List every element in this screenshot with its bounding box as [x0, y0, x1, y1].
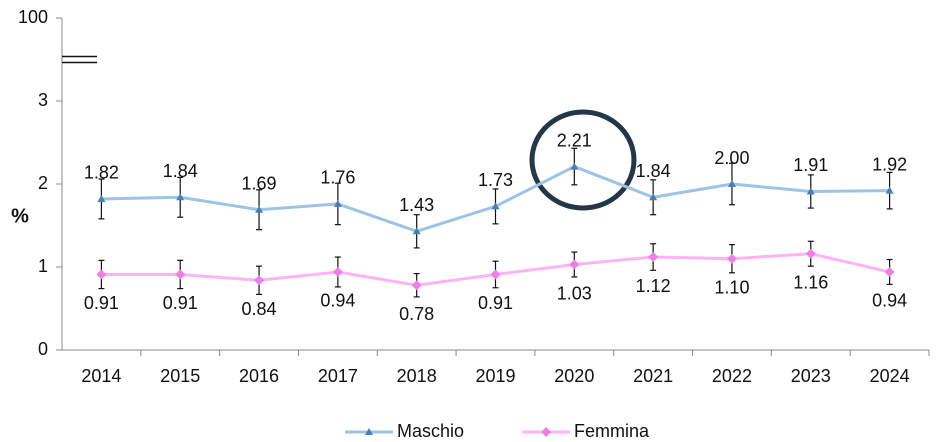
- marker: [365, 428, 373, 435]
- data-label: 2.00: [714, 148, 749, 168]
- x-tick-label: 2021: [633, 366, 673, 386]
- data-label: 1.76: [320, 168, 355, 188]
- marker: [885, 186, 894, 194]
- x-tick-label: 2018: [397, 366, 437, 386]
- marker: [569, 259, 580, 270]
- x-tick-label: 2019: [475, 366, 515, 386]
- marker: [884, 266, 895, 277]
- marker: [649, 193, 658, 201]
- data-label: 0.91: [84, 293, 119, 313]
- marker: [255, 205, 264, 213]
- y-tick-label: 1: [38, 256, 48, 276]
- data-label: 1.10: [714, 277, 749, 297]
- marker: [97, 194, 106, 202]
- legend-label: Maschio: [397, 421, 464, 441]
- marker: [806, 187, 815, 195]
- data-label: 1.69: [242, 173, 277, 193]
- data-label: 1.43: [399, 195, 434, 215]
- legend-label: Femmina: [574, 421, 650, 441]
- data-label: 1.92: [872, 154, 907, 174]
- marker: [490, 269, 501, 280]
- data-label: 0.91: [163, 293, 198, 313]
- data-label: 0.94: [320, 291, 355, 311]
- data-label: 1.03: [557, 283, 592, 303]
- marker: [541, 427, 552, 437]
- data-label: 1.82: [84, 163, 119, 183]
- data-label: 0.91: [478, 293, 513, 313]
- marker: [411, 280, 422, 291]
- x-tick-label: 2015: [160, 366, 200, 386]
- x-tick-label: 2017: [318, 366, 358, 386]
- marker: [333, 199, 342, 207]
- marker: [332, 266, 343, 277]
- y-axis-label: %: [11, 205, 29, 227]
- y-tick-label: 0: [38, 339, 48, 359]
- highlight-circle: [529, 109, 637, 211]
- data-label: 0.78: [399, 304, 434, 324]
- data-label: 0.94: [872, 291, 907, 311]
- data-label: 1.84: [163, 161, 198, 181]
- data-label: 1.91: [793, 155, 828, 175]
- marker: [805, 248, 816, 259]
- marker: [176, 193, 185, 201]
- y-tick-label: 3: [38, 90, 48, 110]
- y-tick-label: 100: [18, 7, 48, 27]
- data-label: 1.12: [636, 276, 671, 296]
- marker: [648, 252, 659, 263]
- marker: [726, 253, 737, 264]
- data-label: 1.73: [478, 170, 513, 190]
- x-tick-label: 2023: [791, 366, 831, 386]
- x-tick-label: 2016: [239, 366, 279, 386]
- marker: [412, 227, 421, 235]
- marker: [175, 269, 186, 280]
- x-tick-label: 2024: [870, 366, 910, 386]
- x-tick-label: 2014: [81, 366, 121, 386]
- marker: [254, 275, 265, 286]
- data-label: 2.21: [557, 130, 592, 150]
- data-label: 1.16: [793, 272, 828, 292]
- data-label: 0.84: [242, 299, 277, 319]
- marker: [491, 202, 500, 210]
- marker: [570, 162, 579, 170]
- x-tick-label: 2022: [712, 366, 752, 386]
- data-label: 1.84: [636, 161, 671, 181]
- y-tick-label: 2: [38, 173, 48, 193]
- x-tick-label: 2020: [554, 366, 594, 386]
- marker: [96, 269, 107, 280]
- marker: [727, 180, 736, 187]
